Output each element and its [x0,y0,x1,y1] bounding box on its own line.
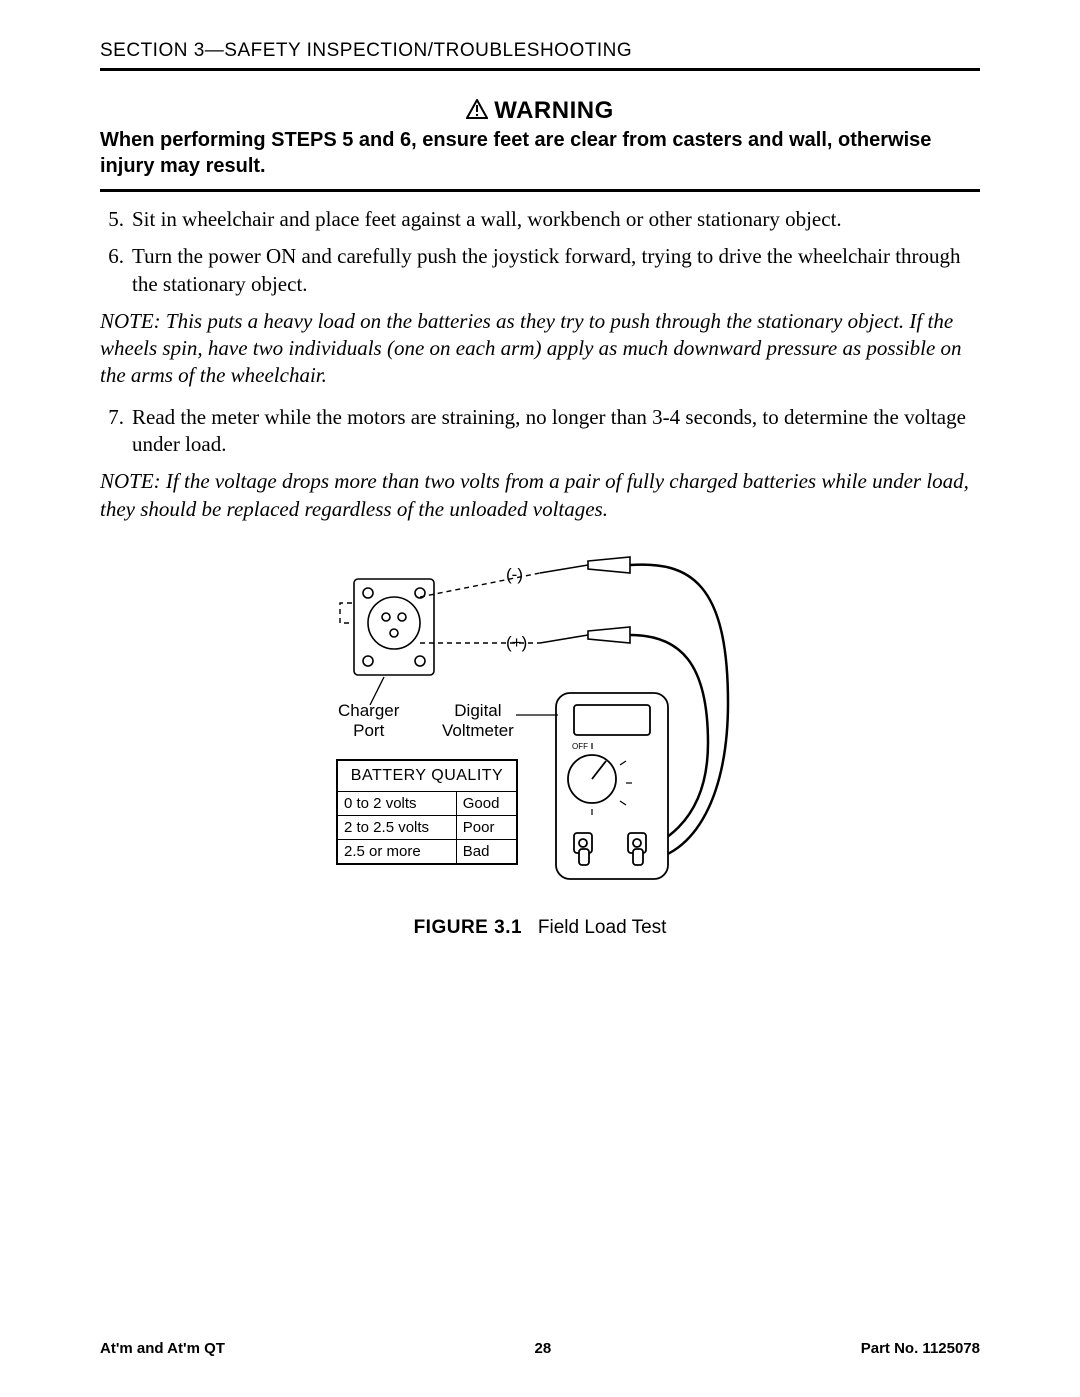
figure-caption: FIGURE 3.1 Field Load Test [100,917,980,939]
probe-neg-label: (-) [506,565,523,585]
steps-list-2: 7. Read the meter while the motors are s… [100,404,980,459]
page-number: 28 [225,1340,861,1357]
note-1: NOTE: This puts a heavy load on the batt… [100,308,980,390]
charger-port-label: Charger Port [338,701,399,740]
warning-triangle-icon [466,99,488,123]
figure-caption-text: Field Load Test [538,917,667,938]
header-rule [100,68,980,71]
warning-block: WARNING When performing STEPS 5 and 6, e… [100,97,980,179]
section-header: SECTION 3—SAFETY INSPECTION/TROUBLESHOOT… [100,40,980,68]
bq-range: 2.5 or more [337,839,456,864]
step-text: Read the meter while the motors are stra… [132,404,980,459]
bq-range: 0 to 2 volts [337,791,456,815]
section-title: SECTION 3—SAFETY INSPECTION/TROUBLESHOOT… [100,40,632,61]
bq-quality: Poor [456,815,517,839]
probe-neg-icon [540,557,630,573]
warning-text: When performing STEPS 5 and 6, ensure fe… [100,127,980,179]
footer-right: Part No. 1125078 [861,1340,980,1357]
list-item: 5. Sit in wheelchair and place feet agai… [100,206,980,233]
table-row: 0 to 2 volts Good [337,791,517,815]
voltmeter-label: Digital Voltmeter [442,701,514,740]
battery-quality-table-holder: BATTERY QUALITY 0 to 2 volts Good 2 to 2… [336,759,518,865]
step-number: 6. [100,243,132,298]
svg-text:OFF: OFF [572,742,588,751]
warning-title: WARNING [466,97,614,125]
figure-number: FIGURE 3.1 [414,917,522,938]
table-row: 2.5 or more Bad [337,839,517,864]
steps-list-1: 5. Sit in wheelchair and place feet agai… [100,206,980,298]
warning-rule [100,189,980,192]
probe-pos-icon [540,627,630,643]
step-number: 7. [100,404,132,459]
list-item: 6. Turn the power ON and carefully push … [100,243,980,298]
step-text: Sit in wheelchair and place feet against… [132,206,980,233]
footer-left: At'm and At'm QT [100,1340,225,1357]
step-text: Turn the power ON and carefully push the… [132,243,980,298]
diagram: OFF (-) (+) Charger Port Digital Voltmet… [330,543,750,903]
figure-3-1: OFF (-) (+) Charger Port Digital Voltmet… [100,543,980,903]
note-2: NOTE: If the voltage drops more than two… [100,468,980,523]
bq-quality: Good [456,791,517,815]
table-row: 2 to 2.5 volts Poor [337,815,517,839]
charger-port-icon [354,579,434,675]
step-number: 5. [100,206,132,233]
warning-label: WARNING [494,97,614,125]
list-item: 7. Read the meter while the motors are s… [100,404,980,459]
battery-quality-table: BATTERY QUALITY 0 to 2 volts Good 2 to 2… [336,759,518,865]
probe-pos-label: (+) [506,633,527,653]
voltmeter-icon: OFF [556,693,668,879]
bq-range: 2 to 2.5 volts [337,815,456,839]
page-footer: At'm and At'm QT 28 Part No. 1125078 [100,1340,980,1357]
bq-title: BATTERY QUALITY [337,760,517,792]
bq-quality: Bad [456,839,517,864]
